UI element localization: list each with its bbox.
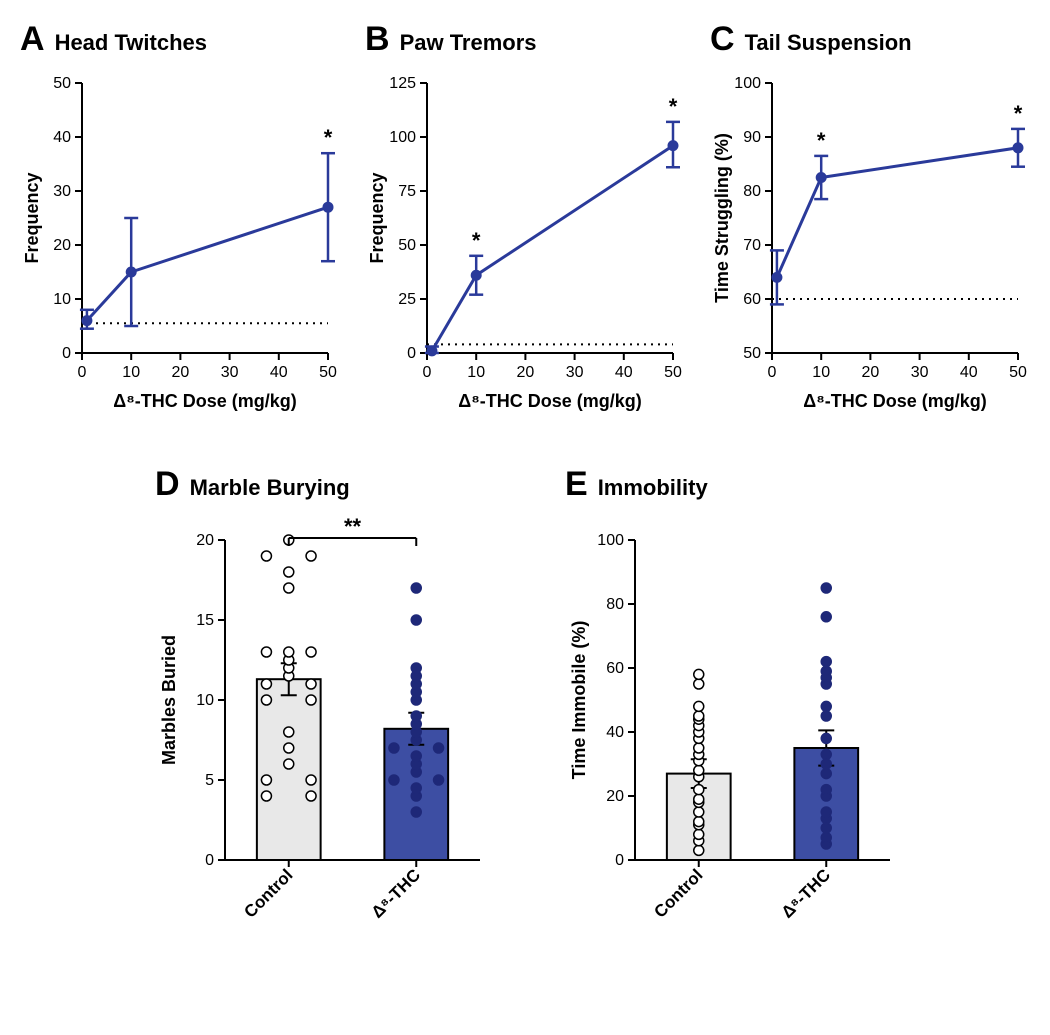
svg-text:Time Struggling (%): Time Struggling (%) <box>712 133 732 303</box>
svg-text:*: * <box>1014 101 1023 126</box>
svg-text:10: 10 <box>53 291 71 308</box>
svg-text:90: 90 <box>743 129 761 146</box>
svg-text:5: 5 <box>205 772 214 789</box>
svg-text:20: 20 <box>196 532 214 549</box>
svg-text:*: * <box>324 125 333 150</box>
svg-text:Δ⁸-THC: Δ⁸-THC <box>368 865 424 921</box>
svg-text:15: 15 <box>196 612 214 629</box>
svg-text:100: 100 <box>597 532 624 549</box>
panel-letter: D <box>155 465 180 504</box>
svg-text:*: * <box>472 228 481 253</box>
svg-text:20: 20 <box>517 364 535 381</box>
svg-text:30: 30 <box>911 364 929 381</box>
panel-B: B Paw Tremors 0 25 50 75 100 125 0 10 20 30 40 50 Δ⁸… <box>365 20 685 425</box>
panel-title: Marble Burying <box>190 475 350 501</box>
figure: A Head Twitches 0102030405001020304050Δ⁸… <box>20 20 1030 960</box>
panel-title: Tail Suspension <box>745 30 912 56</box>
svg-text:*: * <box>817 128 826 153</box>
svg-text:Δ⁸-THC: Δ⁸-THC <box>778 865 834 921</box>
chart-E: 0 20 40 60 80 100 Time Immobile (%) Control Δ⁸-T… <box>565 510 905 960</box>
svg-text:10: 10 <box>467 364 485 381</box>
svg-text:0: 0 <box>768 364 777 381</box>
svg-text:60: 60 <box>743 291 761 308</box>
svg-text:80: 80 <box>606 596 624 613</box>
svg-text:Time Immobile (%): Time Immobile (%) <box>569 621 589 780</box>
svg-text:50: 50 <box>743 345 761 362</box>
svg-text:20: 20 <box>53 237 71 254</box>
svg-text:40: 40 <box>270 364 288 381</box>
panel-letter: E <box>565 465 588 504</box>
panel-title: Immobility <box>598 475 708 501</box>
svg-text:75: 75 <box>398 183 416 200</box>
svg-text:30: 30 <box>221 364 239 381</box>
svg-text:0: 0 <box>205 852 214 869</box>
svg-text:30: 30 <box>566 364 584 381</box>
svg-text:50: 50 <box>319 364 337 381</box>
svg-text:50: 50 <box>398 237 416 254</box>
svg-text:40: 40 <box>960 364 978 381</box>
svg-text:0: 0 <box>423 364 432 381</box>
svg-text:25: 25 <box>398 291 416 308</box>
svg-text:30: 30 <box>53 183 71 200</box>
svg-text:20: 20 <box>606 788 624 805</box>
svg-text:40: 40 <box>53 129 71 146</box>
svg-text:50: 50 <box>664 364 682 381</box>
svg-text:100: 100 <box>389 129 416 146</box>
svg-text:**: ** <box>344 514 362 539</box>
svg-text:125: 125 <box>389 75 416 92</box>
svg-text:10: 10 <box>812 364 830 381</box>
row-bottom: D Marble Burying 0 5 10 15 20 Marbles Buried C… <box>20 465 1030 960</box>
panel-D: D Marble Burying 0 5 10 15 20 Marbles Buried C… <box>155 465 485 960</box>
svg-text:0: 0 <box>62 345 71 362</box>
svg-text:10: 10 <box>122 364 140 381</box>
svg-text:10: 10 <box>196 692 214 709</box>
svg-text:0: 0 <box>615 852 624 869</box>
chart-B: 0 25 50 75 100 125 0 10 20 30 40 50 Δ⁸-THC Dose (mg/… <box>365 65 685 425</box>
panel-A: A Head Twitches 0 10 20 30 40 50 0 10 20 30 40 50 Δ⁸… <box>20 20 340 425</box>
chart-C: 50 60 70 80 90 100 0 10 20 30 40 50 Δ⁸-THC Dose (mg/… <box>710 65 1030 425</box>
svg-text:Frequency: Frequency <box>22 172 42 263</box>
svg-text:Control: Control <box>650 865 706 921</box>
svg-text:Δ⁸-THC Dose (mg/kg): Δ⁸-THC Dose (mg/kg) <box>113 391 296 411</box>
svg-text:50: 50 <box>53 75 71 92</box>
svg-text:60: 60 <box>606 660 624 677</box>
svg-text:Frequency: Frequency <box>367 172 387 263</box>
panel-E: E Immobility 0 20 40 60 80 100 Time Immobile (… <box>565 465 895 960</box>
svg-text:Control: Control <box>240 865 296 921</box>
chart-D: 0 5 10 15 20 Marbles Buried Control Δ⁸-THC ** <box>155 510 495 960</box>
svg-text:80: 80 <box>743 183 761 200</box>
svg-text:70: 70 <box>743 237 761 254</box>
svg-text:Δ⁸-THC Dose (mg/kg): Δ⁸-THC Dose (mg/kg) <box>803 391 986 411</box>
panel-C: C Tail Suspension 50 60 70 80 90 100 0 10 20 30 40… <box>710 20 1030 425</box>
chart-A: 0 10 20 30 40 50 0 10 20 30 40 50 Δ⁸-THC Dose (mg/kg… <box>20 65 340 425</box>
svg-text:20: 20 <box>862 364 880 381</box>
svg-text:0: 0 <box>407 345 416 362</box>
panel-title: Paw Tremors <box>400 30 537 56</box>
panel-letter: A <box>20 20 45 59</box>
row-top: A Head Twitches 0 10 20 30 40 50 0 10 20 30 40 50 Δ⁸… <box>20 20 1030 425</box>
svg-text:0: 0 <box>78 364 87 381</box>
svg-text:50: 50 <box>1009 364 1027 381</box>
svg-text:40: 40 <box>606 724 624 741</box>
svg-text:Δ⁸-THC Dose (mg/kg): Δ⁸-THC Dose (mg/kg) <box>458 391 641 411</box>
svg-text:20: 20 <box>172 364 190 381</box>
panel-letter: B <box>365 20 390 59</box>
panel-letter: C <box>710 20 735 59</box>
svg-text:*: * <box>669 94 678 119</box>
svg-text:Marbles Buried: Marbles Buried <box>159 635 179 765</box>
panel-title: Head Twitches <box>55 30 207 56</box>
svg-text:100: 100 <box>734 75 761 92</box>
svg-text:40: 40 <box>615 364 633 381</box>
